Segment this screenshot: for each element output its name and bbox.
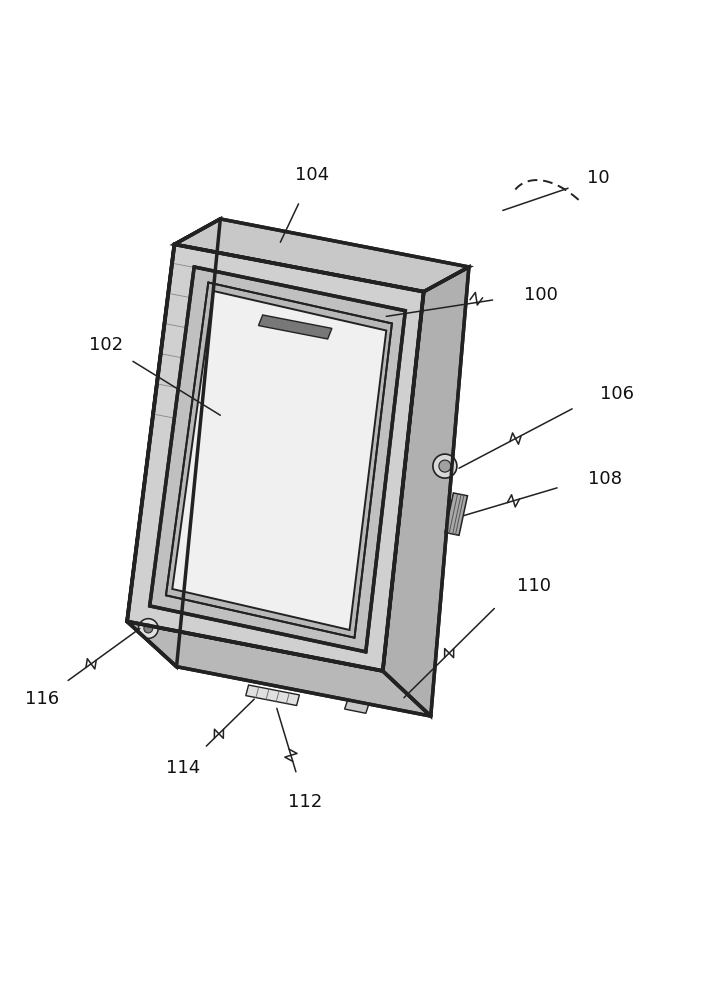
Polygon shape <box>150 267 406 652</box>
Polygon shape <box>127 219 220 667</box>
Text: 104: 104 <box>295 166 329 184</box>
Text: 102: 102 <box>89 336 123 354</box>
Text: 106: 106 <box>601 385 635 403</box>
Text: 112: 112 <box>288 793 322 811</box>
Circle shape <box>138 619 158 638</box>
Circle shape <box>144 624 152 633</box>
Circle shape <box>433 454 457 478</box>
Text: 10: 10 <box>587 169 610 187</box>
Polygon shape <box>166 282 392 638</box>
Polygon shape <box>127 244 424 671</box>
Text: 100: 100 <box>524 286 558 304</box>
Polygon shape <box>174 219 469 292</box>
Text: 116: 116 <box>26 690 60 708</box>
Polygon shape <box>345 701 369 713</box>
Polygon shape <box>259 315 332 339</box>
Polygon shape <box>246 685 299 706</box>
Text: 110: 110 <box>517 577 551 595</box>
Polygon shape <box>127 621 431 716</box>
Polygon shape <box>445 493 467 535</box>
Polygon shape <box>383 267 469 716</box>
Text: 108: 108 <box>588 470 622 488</box>
Text: 114: 114 <box>167 759 201 777</box>
Circle shape <box>439 460 451 472</box>
Polygon shape <box>172 291 386 630</box>
